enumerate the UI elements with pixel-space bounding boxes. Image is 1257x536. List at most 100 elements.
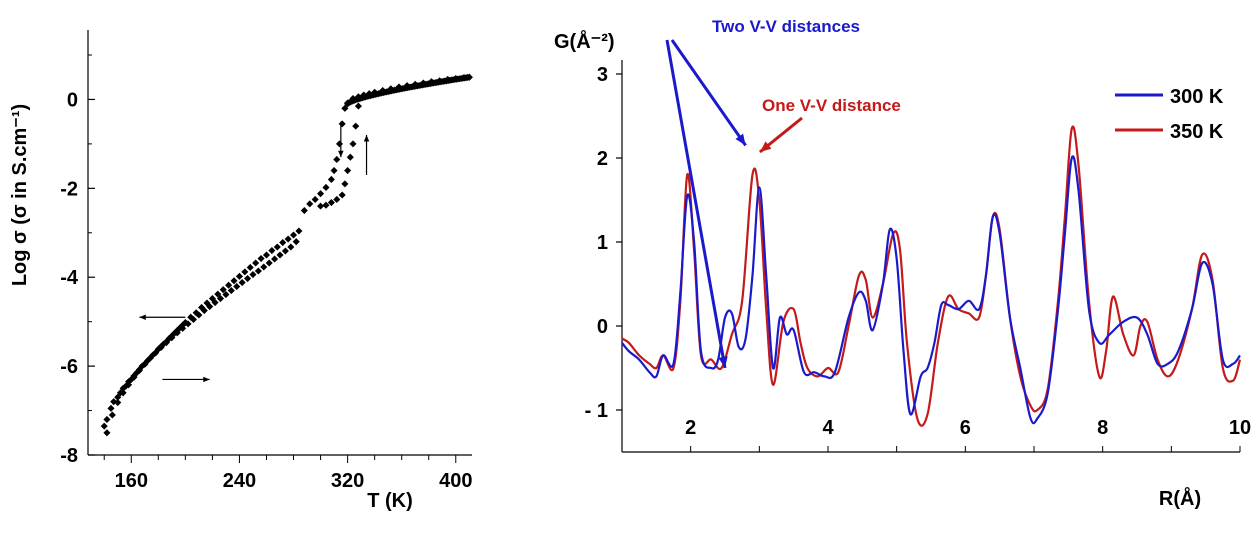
two-vv-arrow bbox=[670, 39, 747, 147]
left-data-point bbox=[322, 183, 330, 191]
left-data-point bbox=[252, 259, 260, 267]
right-y-ticks: 3 2 1 0 - 1 bbox=[585, 64, 622, 422]
legend-label: 300 K bbox=[1170, 86, 1224, 108]
left-data-point bbox=[189, 315, 198, 323]
conductivity-chart: 0 -2 -4 -6 -8 160 240 320 400 T (K) Log σ (σ in… bbox=[9, 30, 473, 512]
left-data-point bbox=[157, 343, 165, 351]
left-y-tick-label: -6 bbox=[60, 356, 78, 378]
left-data-point bbox=[206, 303, 214, 311]
left-data-point bbox=[249, 271, 257, 279]
left-data-point bbox=[344, 167, 352, 175]
left-hysteresis-arrow-head bbox=[203, 376, 210, 383]
left-data-point bbox=[179, 324, 187, 332]
left-data-point bbox=[114, 399, 122, 407]
left-hysteresis-arrow-head bbox=[363, 135, 370, 142]
legend-label: 350 K bbox=[1170, 121, 1224, 143]
left-data-point bbox=[244, 275, 252, 283]
left-x-tick-label: 320 bbox=[331, 470, 364, 492]
annotation-two-vv: Two V-V distances bbox=[712, 17, 860, 36]
two-vv-arrow bbox=[665, 39, 727, 369]
left-data-point bbox=[168, 334, 176, 342]
left-y-tick-label: -4 bbox=[60, 267, 79, 289]
right-x-tick-label: 4 bbox=[822, 417, 834, 439]
left-data-point bbox=[265, 259, 273, 267]
left-data-point bbox=[333, 195, 341, 203]
left-data-point bbox=[108, 411, 116, 419]
right-x-tick-label: 6 bbox=[960, 417, 971, 439]
left-data-point bbox=[330, 167, 338, 175]
left-data-point bbox=[103, 415, 111, 423]
left-hysteresis-arrows bbox=[139, 121, 370, 383]
left-data-point bbox=[322, 201, 330, 209]
left-data-point bbox=[230, 277, 238, 285]
left-data-point bbox=[130, 373, 138, 381]
left-data-point bbox=[125, 381, 133, 389]
left-y-axis-label: Log σ (σ in S.cm⁻¹) bbox=[9, 104, 31, 286]
left-data-point bbox=[257, 255, 265, 263]
left-data-point bbox=[107, 404, 115, 412]
right-x-ticks: 2 4 6 8 10 bbox=[621, 417, 1251, 452]
left-data-point bbox=[238, 279, 246, 287]
left-data-point bbox=[262, 251, 271, 259]
series-line-300-k bbox=[621, 155, 1241, 425]
left-y-tick-label: -8 bbox=[60, 445, 78, 467]
right-y-tick-label: 1 bbox=[597, 232, 608, 254]
left-data-point bbox=[465, 73, 473, 81]
left-data-point bbox=[354, 102, 362, 110]
left-y-tick-label: 0 bbox=[67, 89, 78, 111]
left-data-point bbox=[222, 291, 230, 299]
left-data-point bbox=[135, 367, 143, 375]
right-x-axis-label: R(Å) bbox=[1159, 486, 1201, 510]
left-data-point bbox=[268, 247, 276, 255]
left-data-point bbox=[338, 191, 346, 199]
right-y-tick-label: 0 bbox=[597, 316, 608, 338]
left-data-point bbox=[152, 349, 160, 357]
left-data-point bbox=[338, 120, 346, 128]
left-data-point bbox=[254, 267, 262, 275]
left-data-point bbox=[333, 155, 341, 163]
right-y-tick-label: 3 bbox=[597, 64, 608, 86]
left-data-point bbox=[211, 299, 219, 307]
left-data-point bbox=[287, 243, 295, 251]
left-x-tick-label: 240 bbox=[223, 470, 256, 492]
left-data-point bbox=[233, 283, 241, 291]
one-vv-arrow-head bbox=[759, 141, 772, 152]
right-y-axis-label: G(Å⁻²) bbox=[554, 29, 615, 53]
left-data-point bbox=[276, 251, 284, 259]
left-data-point bbox=[352, 122, 360, 130]
right-series-lines bbox=[621, 125, 1242, 427]
left-data-point bbox=[195, 311, 203, 319]
left-data-point bbox=[100, 422, 108, 430]
left-x-tick-label: 400 bbox=[439, 470, 472, 492]
left-data-point bbox=[273, 243, 281, 251]
left-data-point bbox=[214, 290, 222, 298]
right-x-tick-label: 10 bbox=[1229, 417, 1251, 439]
left-data-point bbox=[281, 247, 289, 255]
two-vv-arrow-head bbox=[735, 133, 746, 146]
left-data-point bbox=[260, 263, 268, 271]
left-data-point bbox=[225, 281, 233, 289]
left-y-tick-label: -2 bbox=[60, 178, 78, 200]
left-data-point bbox=[327, 175, 335, 183]
left-data-point bbox=[279, 239, 287, 247]
left-x-tick-label: 160 bbox=[115, 470, 148, 492]
left-data-point bbox=[289, 231, 298, 239]
left-data-point bbox=[141, 360, 149, 368]
left-data-point bbox=[219, 286, 227, 294]
left-data-point bbox=[346, 153, 354, 161]
left-data-point bbox=[227, 287, 235, 295]
left-data-point bbox=[146, 354, 154, 362]
right-x-tick-label: 2 bbox=[685, 417, 696, 439]
left-data-point bbox=[119, 389, 127, 397]
left-data-point bbox=[246, 263, 254, 271]
left-x-axis-label: T (K) bbox=[367, 490, 413, 512]
left-data-point bbox=[284, 235, 292, 243]
two-vv-arrow-head bbox=[718, 356, 728, 368]
left-data-point bbox=[235, 272, 243, 280]
annotation-one-vv: One V-V distance bbox=[762, 96, 901, 115]
right-y-tick-label: - 1 bbox=[585, 400, 608, 422]
left-data-point bbox=[317, 202, 325, 210]
left-data-point bbox=[114, 393, 122, 401]
